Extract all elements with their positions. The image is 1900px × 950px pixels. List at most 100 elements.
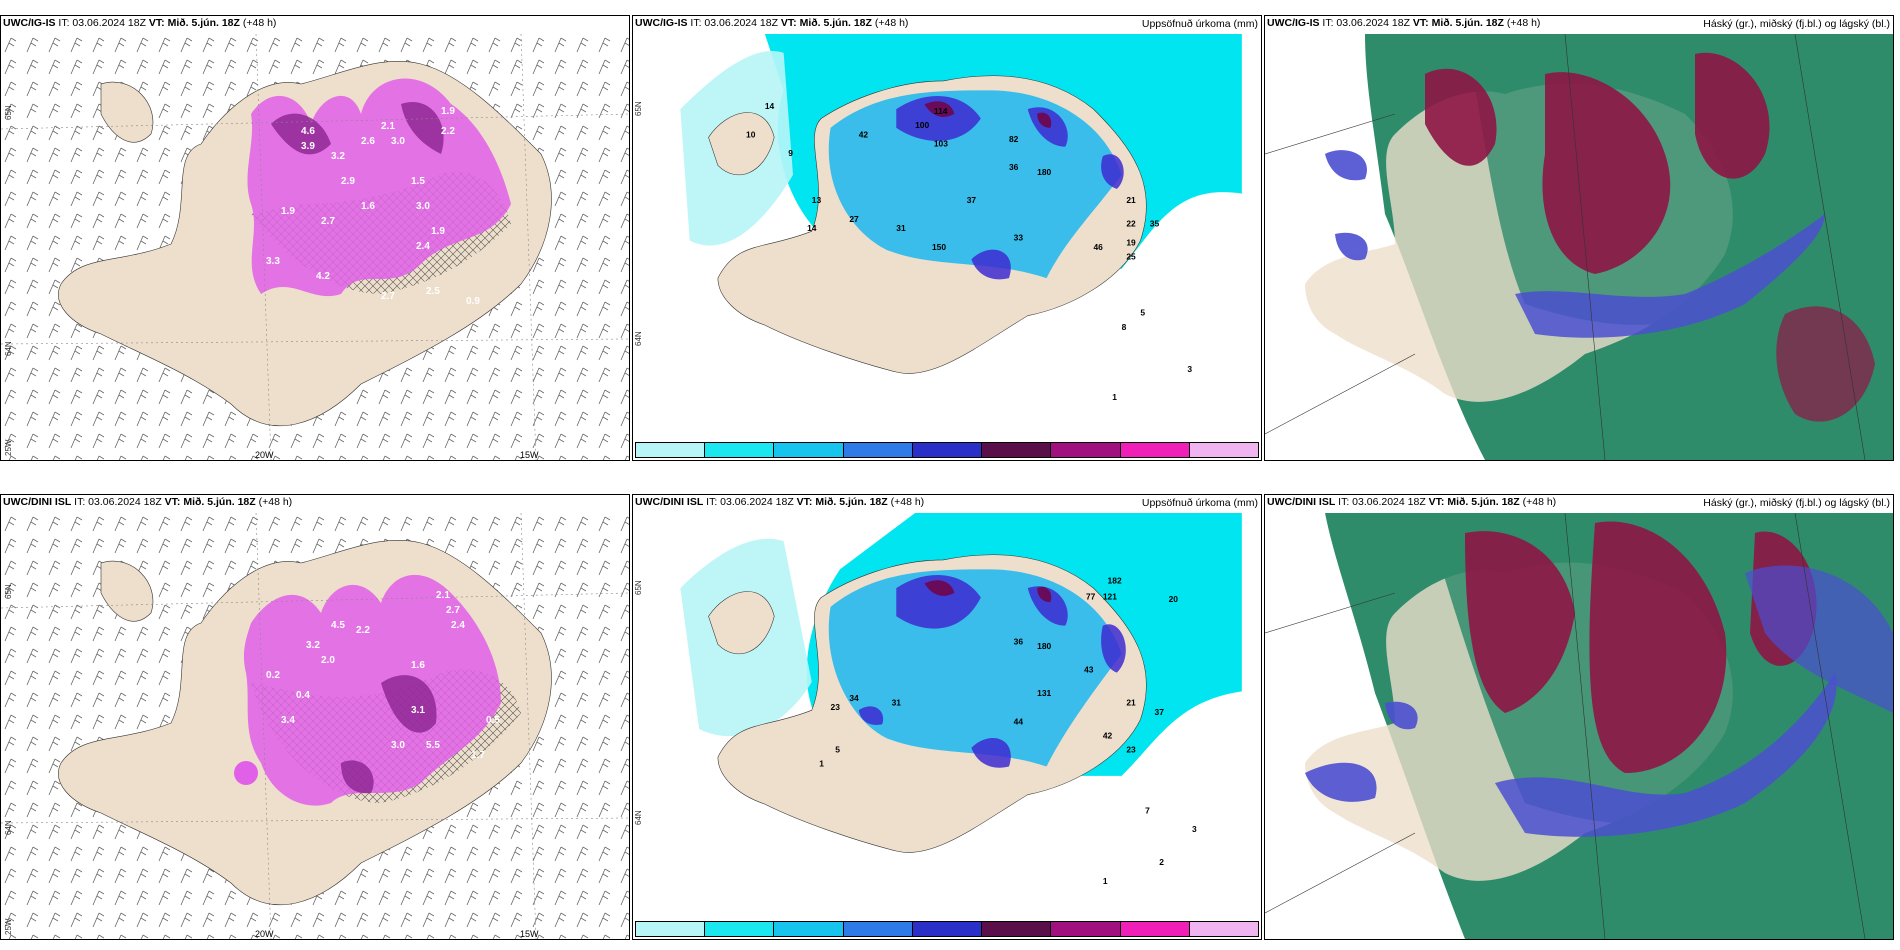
- value-label: 2.1: [436, 590, 450, 601]
- colorbar-bin: 1: [635, 921, 705, 937]
- value-label: 14: [807, 223, 817, 233]
- value-label: 114: [934, 106, 948, 116]
- value-label: 2.7: [381, 291, 395, 302]
- panel-top-left: UWC/IG-IS IT: 03.06.2024 18Z VT: Mið. 5.…: [0, 15, 630, 461]
- colorbar: 1 10 25 50 75 100 150 200 400: [635, 442, 1259, 458]
- colorbar-bin: 75: [911, 442, 982, 458]
- value-label: 1.9: [431, 226, 445, 237]
- value-label: 182: [1108, 575, 1122, 585]
- value-label: 33: [1014, 233, 1024, 243]
- colorbar-bin: 100: [981, 921, 1051, 937]
- value-label: 3.0: [416, 201, 430, 212]
- value-label: 131: [1037, 688, 1051, 698]
- precip-map: 114 103 100 180 82 42 36 37 31 27 14 13 …: [652, 34, 1242, 410]
- colorbar-bin: 10: [704, 921, 774, 937]
- colorbar-bin: 50: [842, 442, 912, 458]
- value-label: 3.4: [281, 715, 295, 726]
- value-label: 7: [1145, 805, 1150, 815]
- value-label: 21: [1126, 195, 1136, 205]
- value-label: 14: [765, 101, 775, 111]
- value-label: 3: [1192, 824, 1197, 834]
- snow-wind-map: 2.1 2.7 2.4 3.2 2.0 1.6 4.5 2.2 3.1 3.4 …: [1, 513, 629, 939]
- value-label: 2.2: [441, 126, 455, 137]
- value-label: 4.5: [331, 620, 345, 631]
- value-label: 1.9: [281, 206, 295, 217]
- colorbar-bin: 400: [1188, 921, 1259, 937]
- colorbar-bin: 100: [981, 442, 1051, 458]
- colorbar-bin: 1: [635, 442, 705, 458]
- value-label: 34: [849, 693, 859, 703]
- value-label: 2.9: [341, 176, 355, 187]
- map-title: Háský (gr.), miðský (fj.bl.) og lágský (…: [1703, 18, 1890, 30]
- colorbar-bin: 200: [1119, 442, 1189, 458]
- value-label: 42: [859, 129, 869, 139]
- value-label: 23: [1126, 744, 1136, 754]
- value-label: 2: [1159, 857, 1164, 867]
- colorbar-bin: 75: [911, 921, 982, 937]
- value-label: 36: [1014, 636, 1024, 646]
- lon-label: 20W: [255, 929, 274, 939]
- value-label: 0.4: [296, 690, 310, 701]
- value-label: 1.6: [411, 660, 425, 671]
- value-label: 2.7: [446, 605, 460, 616]
- value-label: 2.6: [361, 136, 375, 147]
- colorbar-bin: 25: [773, 921, 843, 937]
- value-label: 150: [932, 242, 946, 252]
- value-label: 20: [1169, 594, 1179, 604]
- lon-label: 20W: [255, 450, 274, 460]
- value-label: 37: [967, 195, 977, 205]
- panel-top-mid: UWC/IG-IS IT: 03.06.2024 18Z VT: Mið. 5.…: [632, 15, 1262, 461]
- value-label: 82: [1009, 134, 1019, 144]
- value-label: 42: [1103, 730, 1113, 740]
- value-label: 1: [819, 759, 824, 769]
- lat-label: 64N: [4, 820, 13, 835]
- value-label: 13: [812, 195, 822, 205]
- value-label: 77: [1086, 591, 1096, 601]
- colorbar-bin: 400: [1188, 442, 1259, 458]
- value-label: 3.0: [391, 740, 405, 751]
- value-label: 46: [1093, 242, 1103, 252]
- value-label: 1.6: [361, 201, 375, 212]
- value-label: 35: [1150, 218, 1160, 228]
- value-label: 3.2: [331, 151, 345, 162]
- colorbar-bin: 25: [773, 442, 843, 458]
- value-label: 1.7: [471, 750, 485, 761]
- value-label: 0.2: [266, 670, 280, 681]
- cloud-map: [1265, 34, 1893, 460]
- value-label: 43: [1084, 665, 1094, 675]
- value-label: 3: [1187, 364, 1192, 374]
- panel-header: UWC/DINI ISL IT: 03.06.2024 18Z VT: Mið.…: [3, 496, 293, 508]
- panel-bottom-left: UWC/DINI ISL IT: 03.06.2024 18Z VT: Mið.…: [0, 494, 630, 940]
- value-label: 0.5: [486, 715, 500, 726]
- panel-header: UWC/DINI ISL IT: 03.06.2024 18Z VT: Mið.…: [635, 496, 925, 508]
- colorbar-bin: 150: [1050, 442, 1120, 458]
- value-label: 1: [1112, 392, 1117, 402]
- colorbar-bin: 10: [704, 442, 774, 458]
- value-label: 25: [1126, 251, 1136, 261]
- map-title: Uppsöfnuð úrkoma (mm): [1141, 18, 1258, 30]
- colorbar: 1 10 25 50 75 100 150 200 400: [635, 921, 1259, 937]
- colorbar-bin: 150: [1050, 921, 1120, 937]
- value-label: 121: [1103, 591, 1117, 601]
- value-label: 21: [1126, 697, 1136, 707]
- value-label: 44: [1014, 716, 1024, 726]
- lat-label: 65N: [634, 101, 643, 116]
- panel-header: UWC/IG-IS IT: 03.06.2024 18Z VT: Mið. 5.…: [3, 17, 277, 29]
- value-label: 103: [934, 139, 948, 149]
- value-label: 100: [915, 120, 929, 130]
- snow-wind-map: 4.6 3.9 3.2 2.6 2.1 3.0 1.9 2.2 2.9 1.5 …: [1, 34, 629, 460]
- lat-label: 64N: [4, 341, 13, 356]
- value-label: 3.1: [411, 705, 425, 716]
- lon-label: 15W: [520, 929, 539, 939]
- value-label: 180: [1037, 167, 1051, 177]
- cloud-map: [1265, 513, 1893, 939]
- value-label: 3.2: [306, 640, 320, 651]
- value-label: 1: [1103, 876, 1108, 886]
- value-label: 1.5: [411, 176, 425, 187]
- colorbar-bin: 200: [1119, 921, 1189, 937]
- map-title: Háský (gr.), miðský (fj.bl.) og lágský (…: [1703, 497, 1890, 509]
- value-label: 31: [892, 697, 902, 707]
- lon-label: 15W: [520, 450, 539, 460]
- value-label: 36: [1009, 162, 1019, 172]
- value-label: 180: [1037, 641, 1051, 651]
